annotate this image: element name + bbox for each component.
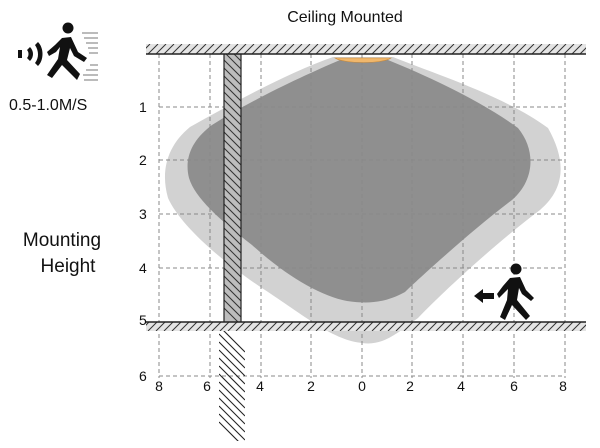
y-tick-label: 3: [139, 206, 147, 222]
mounting-label-line2: Height: [41, 256, 97, 277]
y-tick-label: 2: [139, 152, 147, 168]
y-tick-label: 1: [139, 99, 147, 115]
x-tick-label: 4: [457, 378, 465, 394]
x-tick-label: 6: [510, 378, 518, 394]
diagram-title: Ceiling Mounted: [287, 9, 403, 26]
x-tick-label: 4: [256, 378, 264, 394]
y-tick-label: 4: [139, 260, 147, 276]
wall-below-hatch: [219, 331, 245, 441]
x-tick-label: 2: [406, 378, 414, 394]
inner-detection-zone: [187, 60, 531, 303]
walking-person-icon: [497, 263, 534, 320]
speed-label: 0.5-1.0M/S: [9, 97, 87, 114]
x-tick-label: 2: [307, 378, 315, 394]
walking-person-icon: [47, 22, 98, 81]
direction-arrow-icon: [474, 289, 494, 303]
x-tick-label: 8: [559, 378, 567, 394]
x-tick-label: 8: [155, 378, 163, 394]
x-tick-label: 6: [203, 378, 211, 394]
motion-waves-icon: [18, 42, 43, 66]
x-tick-label: 0: [358, 378, 366, 394]
y-tick-label: 5: [139, 312, 147, 328]
ceiling-sensor-icon: [334, 57, 392, 63]
mounting-label-line1: Mounting: [23, 230, 101, 251]
y-tick-label: 6: [139, 368, 147, 384]
floor: [146, 321, 586, 331]
ceiling: [146, 44, 586, 55]
